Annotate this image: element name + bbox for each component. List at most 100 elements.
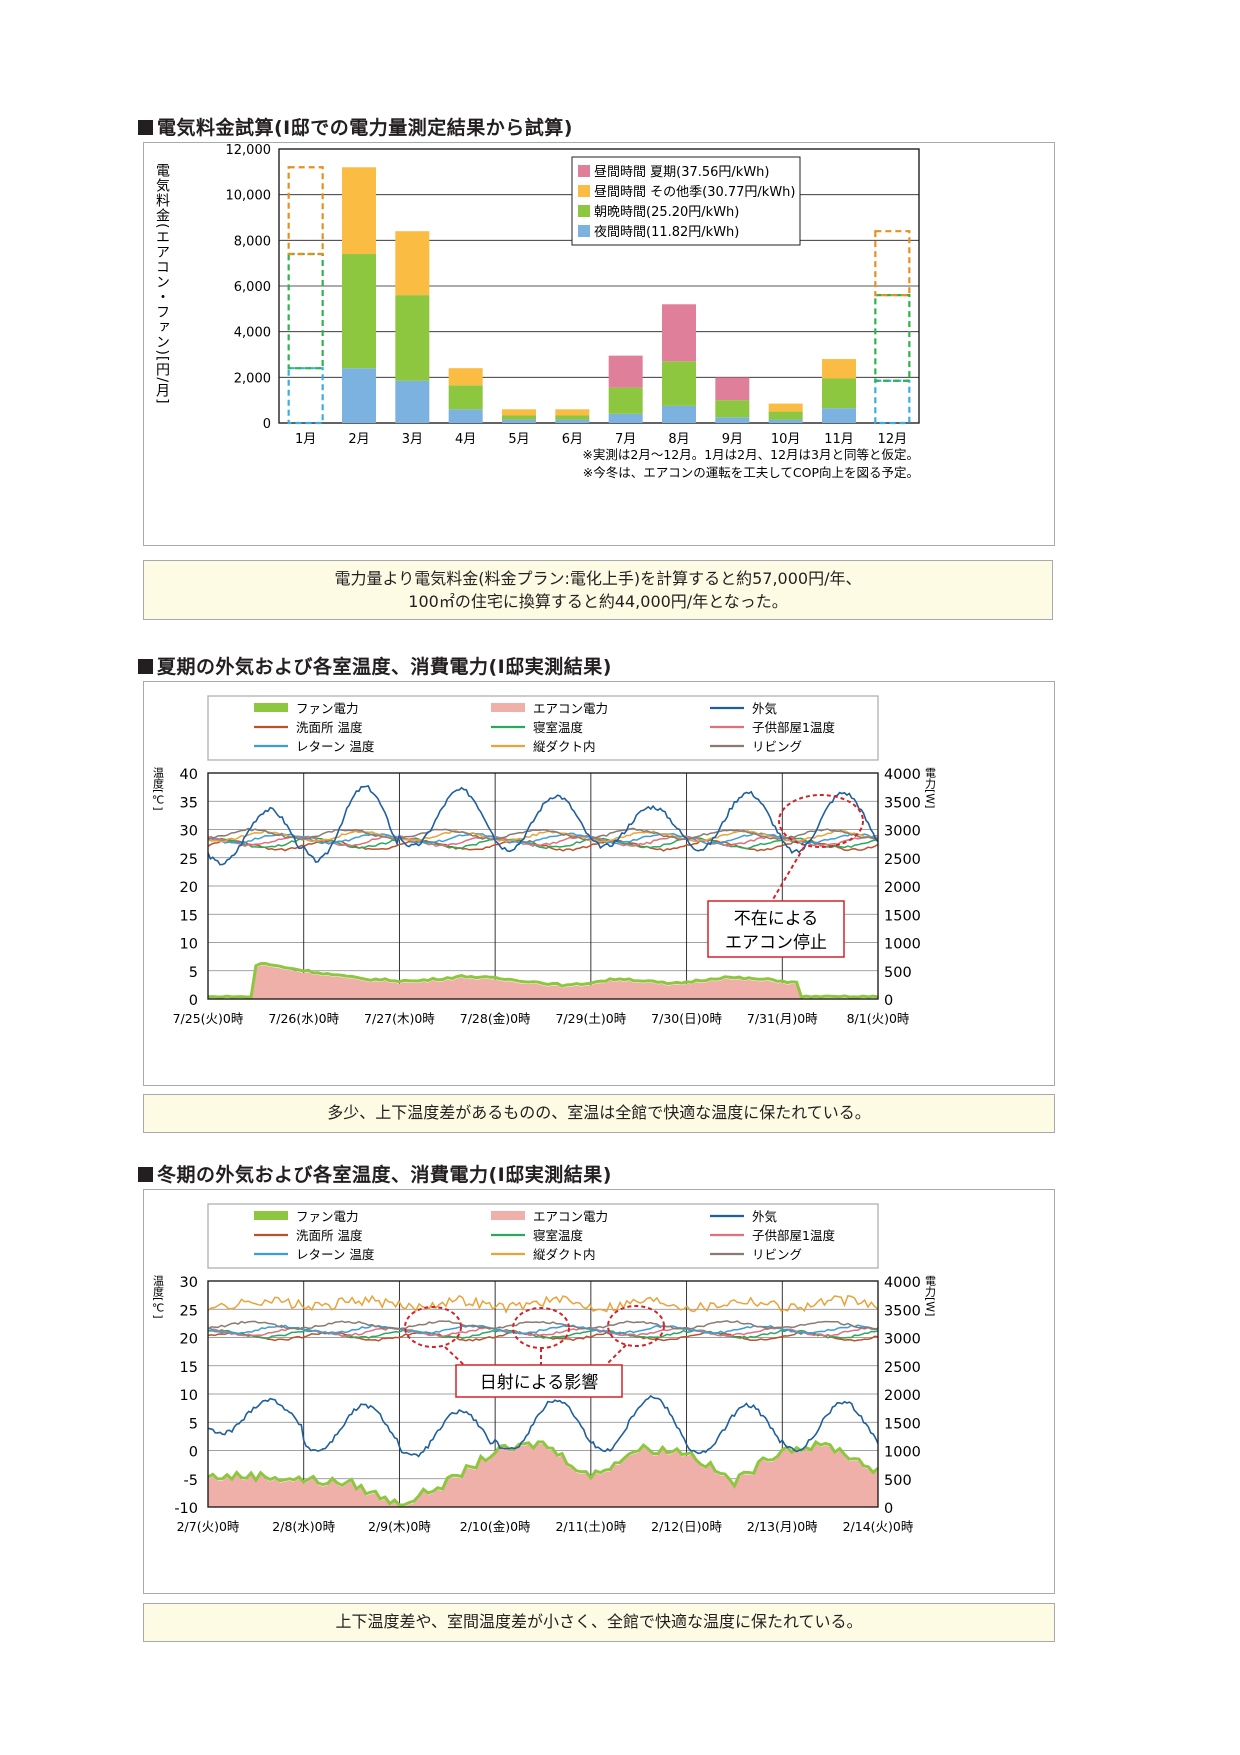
- bar-segment: [768, 411, 803, 420]
- bar-segment: [448, 368, 483, 386]
- y-right-tick-label: 2500: [884, 852, 921, 868]
- winter-note: 上下温度差や、室間温度差が小さく、全館で快適な温度に保たれている。: [143, 1603, 1055, 1642]
- legend-label: エアコン電力: [533, 1209, 608, 1224]
- legend-label: レターン 温度: [296, 1247, 375, 1262]
- y-left-tick-label: 15: [180, 908, 198, 924]
- annotation-leader: [444, 1346, 465, 1366]
- legend-box: [207, 695, 879, 761]
- x-tick-label: 2月: [348, 432, 369, 447]
- cost-section-title: 電気料金試算(I邸での電力量測定結果から試算): [138, 113, 573, 140]
- bar-segment: [502, 415, 536, 420]
- aircon-power-area: [208, 965, 878, 999]
- y-right-tick-label: 3000: [884, 1332, 921, 1348]
- y-right-tick-label: 4000: [884, 1275, 921, 1291]
- x-tick-label: 10月: [771, 432, 801, 447]
- y-left-tick-label: 40: [180, 767, 198, 783]
- x-tick-label: 2/11(土)0時: [555, 1519, 626, 1534]
- y-right-tick-label: 4000: [884, 767, 921, 783]
- annotation-leader: [605, 1344, 627, 1366]
- x-tick-label: 5月: [508, 432, 529, 447]
- fan-power-line: [207, 1439, 880, 1507]
- y-left-tick-label: 25: [180, 852, 198, 868]
- annotation-text: 不在による: [734, 909, 819, 929]
- plot-border: [207, 1280, 879, 1508]
- legend-swatch: [254, 703, 288, 712]
- plot-border: [278, 148, 920, 424]
- bar-segment: [768, 403, 803, 412]
- bar-segment: [448, 385, 483, 410]
- y-left-tick-label: 0: [189, 993, 198, 1009]
- legend-label: リビング: [752, 739, 802, 754]
- bar-segment: [342, 368, 376, 423]
- bar-segment: [608, 387, 643, 414]
- x-tick-label: 7/31(月)0時: [747, 1011, 818, 1026]
- plot-border: [207, 772, 879, 1000]
- highlight-ellipse: [607, 1305, 665, 1347]
- x-tick-label: 7/28(金)0時: [460, 1011, 531, 1026]
- y-tick-label: 2,000: [234, 371, 271, 386]
- square-bullet-icon: [138, 1167, 153, 1182]
- y-right-tick-label: 2000: [884, 880, 921, 896]
- summer-chart-frame: ファン電力 エアコン電力 外気 洗面所 温度 寝室温度 子供部屋1温度 レターン 温度 縦ダク…: [143, 681, 1055, 1086]
- x-tick-label: 2/8(水)0時: [272, 1519, 335, 1534]
- bar-segment: [395, 231, 430, 296]
- bar-segment: [662, 361, 696, 406]
- bar-segment: [342, 254, 376, 369]
- indoor-temp-line: [207, 1324, 879, 1335]
- square-bullet-icon: [138, 120, 153, 135]
- bar-segment: [822, 408, 856, 423]
- y-left-tick-label: 20: [180, 1332, 198, 1348]
- legend-label: リビング: [752, 1247, 802, 1262]
- bar-segment: [395, 380, 430, 423]
- legend-label: 外気: [752, 701, 777, 716]
- legend-swatch: [578, 185, 590, 197]
- winter-note-text: 上下温度差や、室間温度差が小さく、全館で快適な温度に保たれている。: [335, 1612, 863, 1631]
- legend-swatch: [578, 225, 590, 237]
- y-left-tick-label: 35: [180, 795, 198, 811]
- summer-section-title: 夏期の外気および各室温度、消費電力(I邸実測結果): [138, 652, 612, 679]
- y-left-tick-label: 5: [189, 965, 198, 981]
- x-tick-label: 12月: [878, 432, 908, 447]
- indoor-temp-line: [207, 1294, 879, 1314]
- legend-label: ファン電力: [296, 701, 359, 716]
- bar-segment: [662, 405, 696, 423]
- legend-label: 子供部屋1温度: [752, 720, 835, 735]
- y-left-tick-label: -5: [184, 1473, 198, 1489]
- y-tick-label: 8,000: [234, 234, 271, 249]
- cost-bar-chart: 0 2,000 4,000 6,000 8,000 10,000 12,000 電気料金(エア…: [154, 143, 920, 480]
- legend-label: レターン 温度: [296, 739, 375, 754]
- indoor-temp-line: [207, 839, 879, 852]
- x-tick-label: 7/27(木)0時: [364, 1011, 435, 1026]
- y-right-tick-label: 3500: [884, 795, 921, 811]
- bar-segment: [715, 417, 750, 423]
- legend-swatch: [491, 1211, 525, 1220]
- y-right-tick-label: 2000: [884, 1388, 921, 1404]
- legend-label: 夜間時間(11.82円/kWh): [594, 225, 739, 240]
- annotation-text: 日射による影響: [480, 1373, 599, 1393]
- bar-segment: [555, 409, 590, 416]
- y-left-tick-label: 25: [180, 1303, 198, 1319]
- aircon-power-area: [208, 1443, 878, 1507]
- y-right-tick-label: 2500: [884, 1360, 921, 1376]
- cost-chart-frame: 0 2,000 4,000 6,000 8,000 10,000 12,000 電気料金(エア…: [143, 142, 1055, 546]
- x-tick-label: 2/10(金)0時: [460, 1519, 531, 1534]
- x-tick-label: 2/12(日)0時: [651, 1519, 722, 1534]
- cost-note-line1: 電力量より電気料金(料金プラン:電化上手)を計算すると約57,000円/年、: [334, 569, 862, 588]
- y-left-tick-label: 20: [180, 880, 198, 896]
- legend-label: 外気: [752, 1209, 777, 1224]
- bar-segment: [822, 359, 856, 379]
- x-tick-label: 11月: [824, 432, 854, 447]
- y-left-tick-label: 10: [180, 1388, 198, 1404]
- annotation-box: [707, 900, 845, 958]
- outdoor-temp-line: [207, 784, 879, 866]
- x-tick-label: 8月: [668, 432, 689, 447]
- y-right-tick-label: 1000: [884, 937, 921, 953]
- bar-segment: [768, 419, 803, 423]
- y-right-tick-label: 500: [884, 1473, 912, 1489]
- legend-label: 寝室温度: [533, 1228, 584, 1243]
- legend-label: 子供部屋1温度: [752, 1228, 835, 1243]
- highlight-ellipse: [404, 1306, 462, 1348]
- y-right-tick-label: 3000: [884, 824, 921, 840]
- bar-segment: [555, 415, 590, 420]
- bar-segment: [395, 295, 430, 381]
